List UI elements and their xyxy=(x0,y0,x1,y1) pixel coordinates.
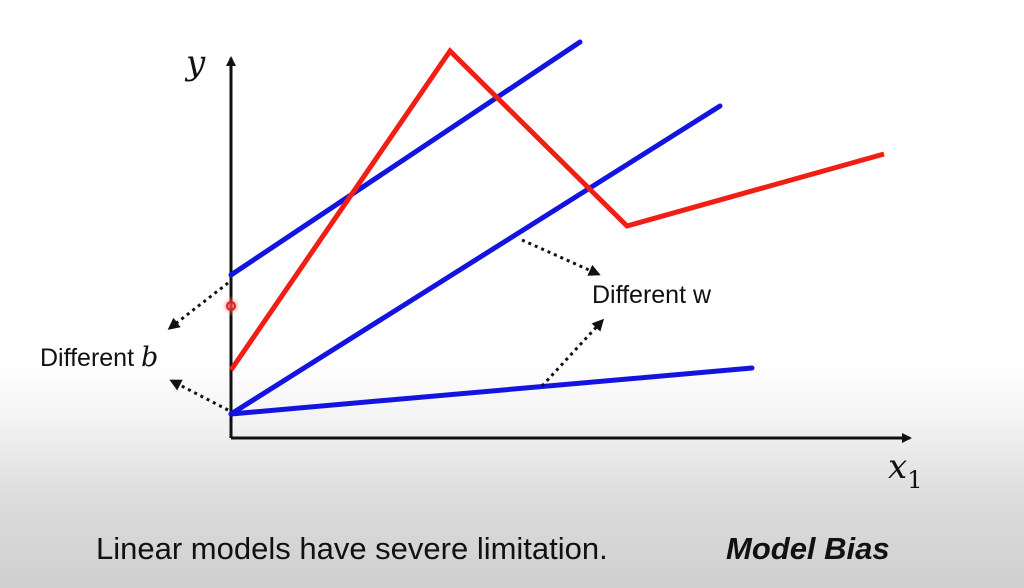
different-b-label: Different b xyxy=(40,342,158,373)
linear-model-line-high-intercept xyxy=(228,39,583,278)
different-b-label-text: Different xyxy=(40,344,141,372)
different-b-arrow-upper xyxy=(167,281,229,330)
x-axis-label: x1 xyxy=(888,447,922,494)
linear-model-line-steep xyxy=(228,103,723,417)
caption-text: Linear models have severe limitation. xyxy=(96,531,608,566)
different-w-label: Different w xyxy=(592,281,712,309)
x-axis-label-subscript: 1 xyxy=(907,466,922,494)
different-b-label-var: b xyxy=(141,342,158,373)
cursor-dot xyxy=(226,301,236,311)
different-w-arrow-upper xyxy=(521,238,601,276)
y-axis-label: y xyxy=(184,43,206,83)
different-b-arrow-lower xyxy=(169,379,229,412)
cursor-glow xyxy=(221,296,241,316)
caption-emphasis: Model Bias xyxy=(726,531,890,566)
x-axis-label-base: x xyxy=(888,447,907,487)
linear-model-line-shallow xyxy=(228,365,755,417)
target-curve xyxy=(228,47,885,372)
different-w-arrow-lower xyxy=(540,318,605,388)
